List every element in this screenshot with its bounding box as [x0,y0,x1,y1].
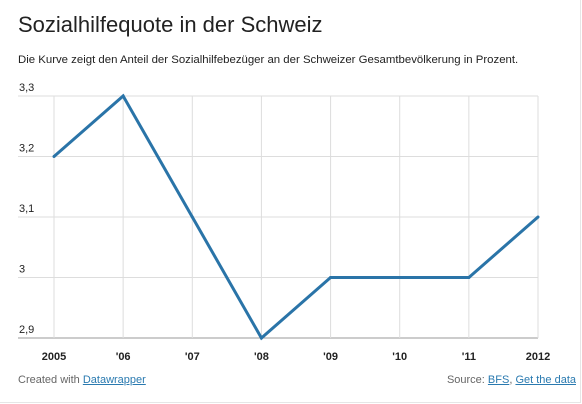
y-tick-label: 3 [19,264,25,276]
data-point [259,336,263,340]
data-point [536,215,540,219]
y-tick-label: 2,9 [19,324,34,336]
y-tick-label: 3,3 [19,82,34,94]
y-tick-label: 3,2 [19,143,34,155]
x-tick-label: '07 [185,351,200,363]
datawrapper-link[interactable]: Datawrapper [82,374,146,386]
x-tick-label: '11 [462,351,476,363]
get-data-link[interactable]: Get the data [515,374,576,386]
x-axis-labels: 2005 '06 '07 '08 '09 '10 '11 2012 [42,351,550,363]
data-point [398,276,402,279]
y-tick-label: 3,1 [19,203,34,215]
data-point [467,276,471,279]
footer-credit: Created with Datawrapper [18,374,146,386]
x-tick-label: 2005 [42,351,66,363]
y-axis-labels: 3,3 3,2 3,1 3 2,9 [19,82,34,336]
data-point [121,94,125,98]
x-tick-label: '06 [116,351,131,363]
series-layer [52,93,540,341]
source-link[interactable]: BFS [487,374,510,386]
data-point [52,155,56,158]
x-tick-label: '09 [323,351,338,363]
source-label: Source: [446,374,485,386]
footer-source: Source: BFS, Get the data [447,374,576,386]
x-tick-label: 2012 [526,351,550,363]
source-separator: , [509,374,513,386]
credit-text: Created with [18,374,80,386]
series-line [53,93,539,341]
chart-title: Sozialhilfequote in der Schweiz [18,12,323,37]
data-point [190,215,194,219]
grid-layer [18,95,539,339]
x-tick-label: '10 [392,351,407,363]
line-chart: 3,3 3,2 3,1 3 2,9 2005 '06 '07 '08 '09 '10 '11 2012 [18,82,550,363]
chart-subtitle: Die Kurve zeigt den Anteil der Sozialhil… [18,54,519,66]
data-point [329,276,333,279]
x-tick-label: '08 [254,351,269,363]
